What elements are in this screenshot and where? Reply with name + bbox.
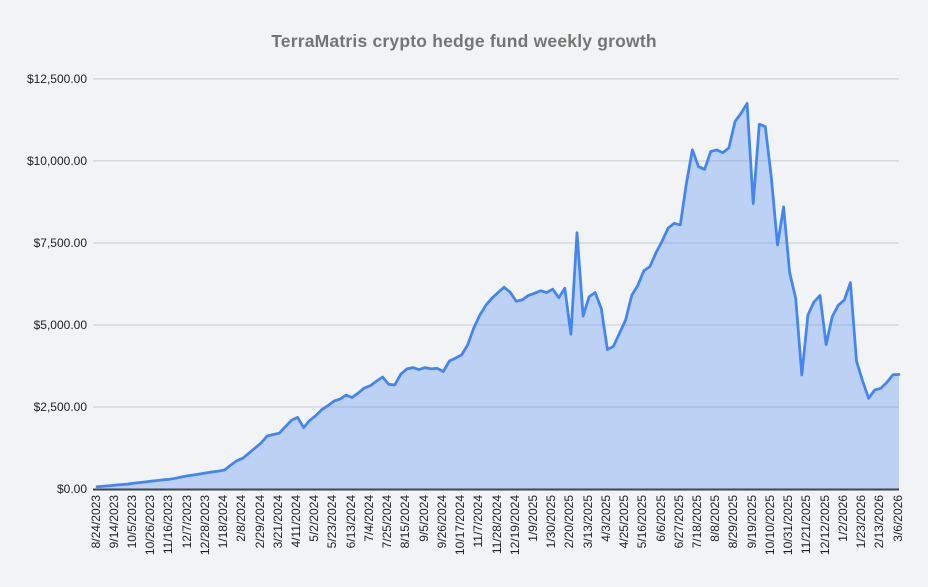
x-axis-label: 7/25/2024	[380, 495, 395, 549]
y-axis-label: $2,500.00	[33, 399, 87, 414]
x-axis-label: 1/9/2025	[525, 495, 540, 542]
x-axis-label: 1/2/2026	[835, 495, 850, 542]
x-axis-label: 11/16/2023	[161, 495, 176, 555]
x-axis-label: 1/23/2026	[854, 495, 869, 549]
x-axis-label: 10/5/2023	[124, 495, 139, 549]
x-axis-label: 6/6/2025	[653, 495, 668, 542]
x-axis-label: 9/14/2023	[106, 495, 121, 549]
x-axis-label: 8/15/2024	[398, 495, 413, 549]
x-axis-label: 7/18/2025	[690, 495, 704, 549]
x-axis-label: 5/16/2025	[635, 495, 650, 549]
x-axis-label: 5/23/2024	[325, 495, 340, 549]
x-axis-label: 1/18/2024	[216, 495, 231, 549]
x-axis-label: 11/21/2025	[799, 495, 814, 555]
x-axis-label: 8/24/2023	[88, 495, 103, 549]
x-axis-label: 7/4/2024	[361, 495, 376, 542]
x-axis-label: 8/8/2025	[708, 495, 723, 542]
x-axis-label: 3/13/2025	[580, 495, 595, 549]
x-axis-label: 11/28/2024	[489, 495, 504, 555]
x-axis-label: 12/19/2024	[507, 495, 522, 556]
x-axis-label: 1/30/2025	[544, 495, 559, 549]
x-axis-label: 4/11/2024	[289, 495, 303, 548]
x-axis-label: 10/10/2025	[762, 495, 777, 556]
x-axis-label: 3/6/2026	[890, 495, 905, 542]
x-axis-label: 10/26/2023	[143, 495, 158, 556]
x-axis-label: 2/8/2024	[234, 495, 249, 542]
y-axis-label: $0.00	[56, 482, 87, 496]
x-axis-label: 3/21/2024	[270, 495, 285, 549]
x-axis-label: 9/5/2024	[416, 495, 431, 542]
x-axis-label: 12/28/2023	[197, 495, 212, 556]
x-axis-label: 2/13/2026	[872, 495, 887, 549]
x-axis-label: 8/29/2025	[726, 495, 741, 549]
x-axis-label: 12/7/2023	[179, 495, 194, 549]
x-axis-label: 9/26/2024	[434, 495, 449, 549]
y-axis-label: $12,500.00	[26, 71, 87, 86]
x-axis-label: 10/31/2025	[781, 495, 796, 556]
x-axis-label: 9/19/2025	[744, 495, 759, 549]
x-axis-label: 10/17/2024	[453, 495, 468, 556]
y-axis-label: $7,500.00	[33, 235, 87, 250]
x-axis-label: 11/7/2024	[471, 495, 486, 548]
x-axis-label: 2/29/2024	[252, 495, 267, 549]
x-axis-label: 4/3/2025	[598, 495, 613, 542]
x-axis-label: 5/2/2024	[307, 495, 322, 542]
area-fill	[97, 103, 899, 489]
y-axis-label: $5,000.00	[33, 317, 87, 332]
series-line	[95, 102, 901, 489]
x-axis-label: 6/13/2024	[343, 495, 358, 549]
chart-title: TerraMatris crypto hedge fund weekly gro…	[271, 31, 657, 51]
x-axis-label: 2/20/2025	[562, 495, 577, 549]
x-axis-label: 12/12/2025	[817, 495, 832, 556]
x-axis-label: 6/27/2025	[671, 495, 686, 549]
y-axis-label: $10,000.00	[26, 153, 87, 168]
x-axis-label: 4/25/2025	[617, 495, 632, 549]
